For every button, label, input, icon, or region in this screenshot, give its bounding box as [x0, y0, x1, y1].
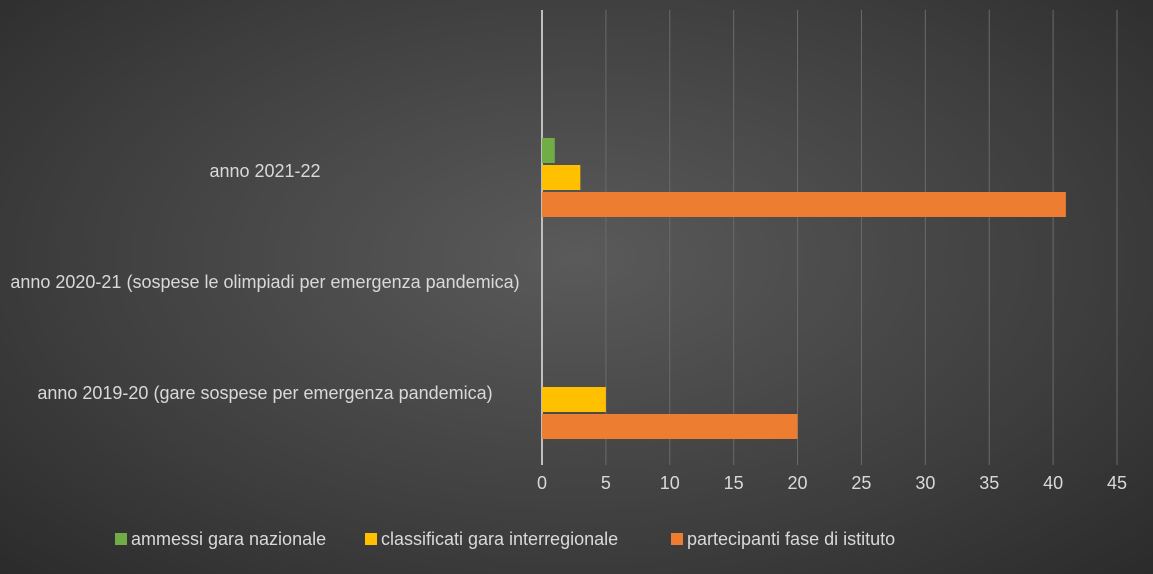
bar — [542, 414, 798, 439]
x-tick-label: 10 — [660, 473, 680, 493]
y-tick-label: anno 2020-21 (sospese le olimpiadi per e… — [10, 272, 520, 292]
legend-swatch — [671, 533, 683, 545]
legend-label: ammessi gara nazionale — [131, 529, 326, 549]
x-tick-label: 35 — [979, 473, 999, 493]
bar — [542, 165, 581, 190]
y-tick-label: anno 2019-20 (gare sospese per emergenza… — [37, 383, 493, 403]
legend-swatch — [365, 533, 377, 545]
x-tick-label: 40 — [1043, 473, 1063, 493]
x-tick-label: 45 — [1107, 473, 1127, 493]
bar — [542, 138, 555, 163]
x-tick-label: 0 — [537, 473, 547, 493]
legend-label: partecipanti fase di istituto — [687, 529, 895, 549]
bar — [542, 192, 1066, 217]
x-tick-label: 25 — [851, 473, 871, 493]
x-tick-label: 30 — [915, 473, 935, 493]
x-tick-label: 5 — [601, 473, 611, 493]
x-tick-label: 20 — [788, 473, 808, 493]
legend-swatch — [115, 533, 127, 545]
y-tick-label: anno 2021-22 — [209, 161, 321, 181]
legend-label: classificati gara interregionale — [381, 529, 618, 549]
x-tick-label: 15 — [724, 473, 744, 493]
bar — [542, 387, 606, 412]
